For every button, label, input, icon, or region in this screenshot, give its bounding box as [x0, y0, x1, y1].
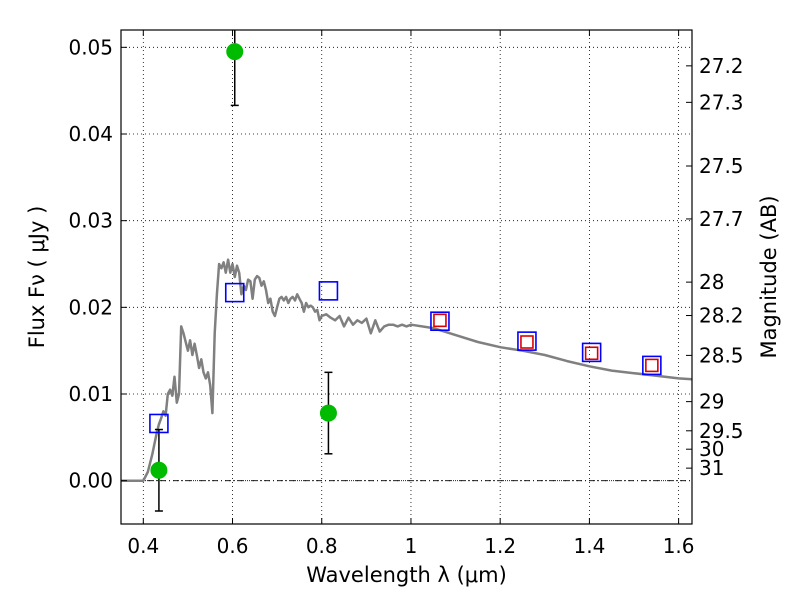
model-photometry-square — [581, 342, 602, 363]
axes: 0.4 0.6 0.8 1 1.2 1.4 1.6 0.00 0.01 0.02 0.03 0.04 0… — [68, 30, 744, 558]
x-tick-label: 1.4 — [573, 534, 605, 558]
observed-flux-point — [319, 404, 337, 422]
mag-tick-label: 27.7 — [699, 207, 744, 231]
mag-tick-label: 27.5 — [699, 154, 744, 178]
chart-marks — [121, 30, 693, 512]
x-axis-label: Wavelength λ (μm) — [306, 563, 507, 587]
y-tick-label: 0.04 — [68, 122, 113, 146]
plot-frame — [120, 29, 693, 525]
mag-tick-label: 28 — [699, 270, 724, 294]
mag-tick-label: 29.5 — [699, 419, 744, 443]
observed-photometry-square — [520, 335, 534, 349]
x-tick-label: 1.2 — [484, 534, 516, 558]
observed-flux-point — [150, 461, 168, 479]
x-tick-label: 0.4 — [127, 534, 159, 558]
grid-lines — [121, 30, 692, 524]
observed-flux-point — [226, 43, 244, 61]
x-tick-label: 1 — [405, 534, 418, 558]
y-tick-label: 0.00 — [68, 469, 113, 493]
observed-photometry-square — [584, 346, 599, 361]
x-tick-label: 1.6 — [663, 534, 695, 558]
mag-tick-label: 28.5 — [699, 343, 744, 367]
mag-tick-label: 29 — [699, 390, 724, 414]
y-axis-label: Flux Fν ( μJy ) — [25, 206, 49, 349]
mag-tick-label: 31 — [699, 456, 724, 480]
model-photometry-square — [224, 282, 245, 303]
x-tick-label: 0.6 — [217, 534, 249, 558]
model-photometry-square — [430, 311, 450, 332]
y2-axis-label: Magnitude (AB) — [757, 195, 781, 358]
observed-photometry-square — [645, 358, 659, 373]
y-tick-label: 0.02 — [68, 295, 113, 319]
sed-model-line — [121, 258, 693, 482]
mag-tick-label: 28.2 — [699, 304, 744, 328]
model-photometry-square — [149, 413, 169, 434]
y-tick-label: 0.05 — [68, 35, 113, 59]
mag-tick-label: 27.2 — [699, 54, 744, 78]
model-photometry-square — [318, 281, 339, 301]
x-tick-label: 0.8 — [306, 534, 338, 558]
mag-tick-label: 27.3 — [699, 90, 744, 114]
observed-photometry-square — [433, 313, 447, 328]
y-tick-label: 0.03 — [68, 209, 113, 233]
y-tick-label: 0.01 — [68, 382, 113, 406]
model-photometry-square — [642, 355, 662, 376]
model-photometry-square — [517, 331, 537, 351]
mag-tick-label: 30 — [699, 437, 724, 461]
